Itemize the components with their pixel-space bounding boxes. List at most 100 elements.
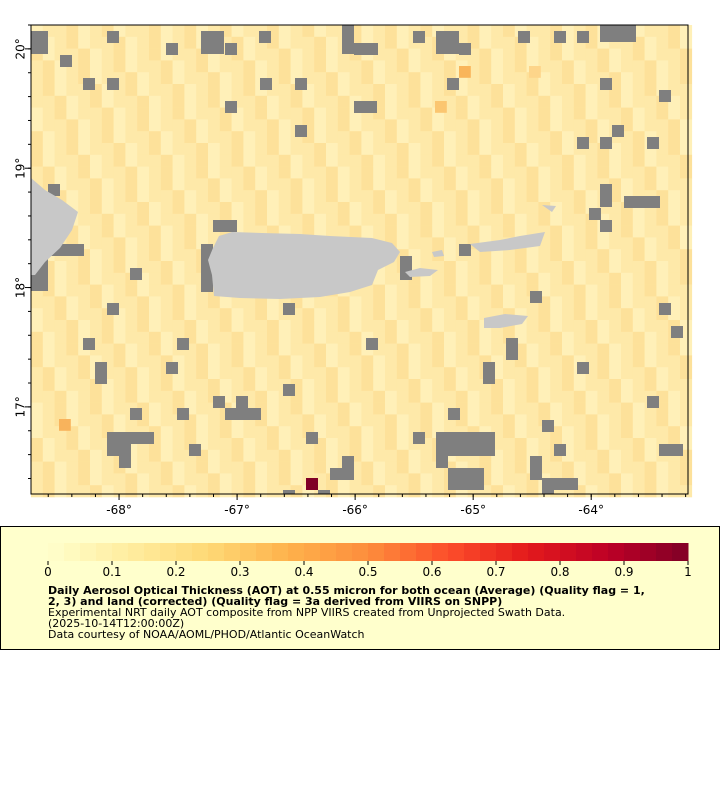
caption-line: Experimental NRT daily AOT composite fro… (48, 606, 565, 619)
aot-cell (514, 449, 527, 462)
missing-cell (483, 362, 495, 384)
aot-cell (290, 213, 303, 226)
aot-cell (208, 131, 221, 144)
aot-cell (538, 119, 551, 132)
aot-cell (467, 25, 480, 38)
aot-cell (172, 379, 185, 392)
aot-cell (562, 131, 575, 144)
aot-cell (101, 331, 114, 344)
aot-cell (208, 72, 221, 85)
aot-cell (160, 485, 173, 498)
aot-cell (444, 308, 457, 321)
aot-cell (196, 84, 209, 97)
aot-cell (125, 166, 138, 179)
aot-cell (597, 272, 610, 285)
aot-cell (184, 25, 197, 38)
aot-cell (668, 131, 681, 144)
aot-cell (90, 213, 103, 226)
aot-cell (609, 190, 622, 203)
aot-cell (467, 308, 480, 321)
aot-cell (573, 438, 586, 451)
aot-cell (42, 426, 55, 439)
aot-cell (644, 25, 657, 38)
aot-cell (243, 449, 256, 462)
aot-cell (432, 237, 445, 250)
aot-cell (656, 213, 669, 226)
caption-line: Data courtesy of NOAA/AOML/PHOD/Atlantic… (48, 628, 365, 641)
aot-cell (396, 485, 409, 498)
aot-cell (668, 308, 681, 321)
aot-cell (302, 379, 315, 392)
aot-cell (361, 379, 374, 392)
aot-cell (361, 355, 374, 368)
aot-cell (621, 107, 634, 120)
missing-cell (459, 432, 495, 456)
aot-cell (113, 143, 126, 156)
land-island (484, 314, 528, 328)
aot-cell (208, 320, 221, 333)
aot-cell (361, 119, 374, 132)
aot-cell (585, 154, 598, 167)
aot-cell (172, 60, 185, 73)
aot-cell (278, 331, 291, 344)
aot-cell (609, 237, 622, 250)
aot-cell (538, 249, 551, 262)
aot-cell (597, 461, 610, 474)
aot-cell (278, 213, 291, 226)
aot-cell (113, 379, 126, 392)
aot-cell (219, 438, 232, 451)
aot-cell (609, 107, 622, 120)
aot-cell (196, 72, 209, 85)
aot-cell (337, 213, 350, 226)
missing-cell (600, 78, 612, 90)
aot-cell (184, 36, 197, 49)
aot-cell (231, 438, 244, 451)
aot-cell (361, 178, 374, 191)
aot-cell (514, 60, 527, 73)
aot-cell (444, 225, 457, 238)
aot-cell (668, 402, 681, 415)
aot-cell (656, 414, 669, 427)
aot-cell (680, 461, 693, 474)
aot-cell (184, 249, 197, 262)
aot-cell (621, 402, 634, 415)
aot-cell (149, 249, 162, 262)
aot-cell (361, 449, 374, 462)
aot-cell (314, 107, 327, 120)
aot-cell (349, 178, 362, 191)
aot-cell (78, 95, 91, 108)
aot-cell (337, 485, 350, 498)
aot-cell (149, 84, 162, 97)
aot-cell (491, 60, 504, 73)
aot-cell (208, 426, 221, 439)
aot-cell (467, 272, 480, 285)
aot-cell (113, 48, 126, 61)
aot-cell (503, 119, 516, 132)
aot-cell (609, 95, 622, 108)
colorbar-step (672, 543, 689, 561)
aot-cell (243, 438, 256, 451)
aot-cell (526, 379, 539, 392)
aot-cell (172, 449, 185, 462)
aot-cell (644, 261, 657, 274)
aot-cell (137, 331, 150, 344)
aot-cell (420, 178, 433, 191)
aot-cell (66, 367, 79, 380)
aot-cell (149, 36, 162, 49)
aot-cell (538, 402, 551, 415)
aot-cell (208, 473, 221, 486)
aot-cell (526, 272, 539, 285)
aot-cell (432, 296, 445, 309)
aot-cell (54, 308, 67, 321)
aot-cell (290, 461, 303, 474)
aot-cell (573, 320, 586, 333)
colorbar-step (128, 543, 145, 561)
aot-cell (573, 414, 586, 427)
aot-cell (550, 355, 563, 368)
aot-cell (149, 473, 162, 486)
aot-cell (597, 308, 610, 321)
aot-cell (656, 154, 669, 167)
aot-cell (408, 414, 421, 427)
aot-cell (31, 296, 44, 309)
aot-cell (514, 390, 527, 403)
